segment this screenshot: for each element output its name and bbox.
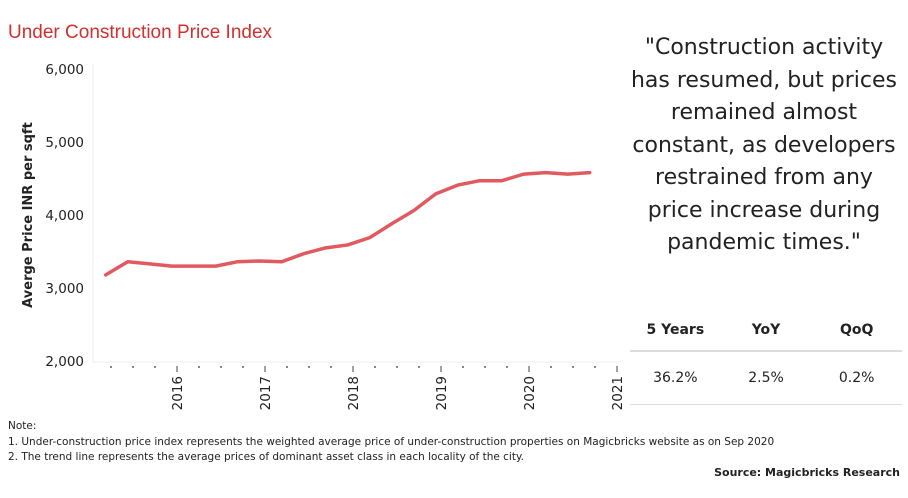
header-5-years: 5 Years: [646, 322, 705, 338]
x-tick-label: 2019: [434, 376, 450, 410]
divider: [630, 350, 902, 352]
y-axis-label: Averge Price INR per sqft: [21, 122, 36, 308]
y-tick-label: 5,000: [45, 135, 84, 151]
x-tick-label: 2021: [610, 376, 626, 410]
data-point: [588, 171, 592, 175]
stats-value-row: 36.2% 2.5% 0.2%: [630, 352, 902, 404]
value-qoq: 0.2%: [838, 370, 875, 386]
value-5-years: 36.2%: [653, 370, 698, 386]
data-point: [324, 246, 328, 250]
line-chart: 2,000 3,000 4,000 5,000 6,000 Averge Price IN…: [21, 62, 626, 410]
data-point: [544, 171, 548, 175]
chart-title: Under Construction Price Index: [8, 22, 273, 43]
data-point: [258, 259, 262, 263]
x-tick-label: 2018: [346, 376, 362, 410]
header-qoq: QoQ: [839, 322, 874, 338]
data-point: [236, 260, 240, 264]
quote-text: "Construction activity has resumed, but …: [630, 35, 898, 255]
data-point: [302, 252, 306, 256]
header-yoy: YoY: [751, 322, 781, 338]
data-point: [522, 172, 526, 176]
x-tick-label: 2020: [522, 376, 538, 410]
data-point: [214, 264, 218, 268]
notes: Note: 1. Under-construction price index …: [8, 419, 774, 466]
data-point: [148, 262, 152, 266]
value-yoy: 2.5%: [748, 370, 784, 386]
y-tick-label: 2,000: [45, 354, 84, 370]
y-tick-label: 3,000: [45, 281, 84, 297]
x-tick-label: 2017: [258, 376, 274, 410]
divider: [630, 404, 902, 405]
price-series-line: [103, 170, 592, 277]
note-1: 1. Under-construction price index repres…: [8, 435, 775, 448]
data-point: [170, 264, 174, 268]
y-tick-label: 6,000: [45, 62, 84, 78]
data-point: [500, 179, 504, 183]
data-point: [434, 192, 438, 196]
stats-table: 5 Years YoY QoQ 36.2% 2.5% 0.2%: [630, 310, 902, 405]
data-point: [192, 264, 196, 268]
data-point: [346, 243, 350, 247]
data-point: [390, 222, 394, 226]
data-point: [456, 183, 460, 187]
notes-heading: Note:: [8, 420, 37, 432]
data-point: [104, 273, 108, 277]
source-text: Source: Magicbricks Research: [714, 466, 900, 479]
data-point: [566, 172, 570, 176]
x-tick-label: 2016: [170, 376, 186, 410]
note-2: 2. The trend line represents the average…: [8, 451, 525, 463]
y-tick-label: 4,000: [45, 208, 84, 224]
data-point: [126, 260, 130, 264]
data-point: [412, 209, 416, 213]
data-point: [368, 236, 372, 240]
stats-header-row: 5 Years YoY QoQ: [630, 310, 902, 350]
data-point: [478, 179, 482, 183]
data-point: [280, 260, 284, 264]
